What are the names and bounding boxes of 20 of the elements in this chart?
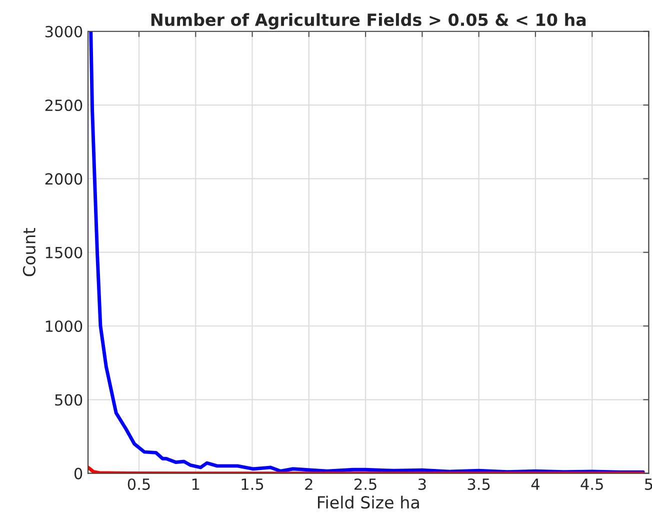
x-tick-label: 3: [418, 478, 426, 490]
chart-title: Number of Agriculture Fields > 0.05 & < 10 ha: [151, 13, 586, 30]
y-tick-label: 2500: [45, 100, 82, 112]
x-tick-label: 1.5: [242, 478, 264, 490]
y-tick-label: 2000: [45, 173, 82, 185]
x-tick-label: 4: [531, 478, 540, 490]
x-tick-label: 2.5: [354, 478, 376, 490]
y-tick-label: 0: [74, 468, 82, 480]
x-tick-label: 2: [305, 478, 312, 490]
y-tick-label: 500: [55, 394, 82, 406]
y-tick-label: 1000: [46, 320, 82, 332]
x-tick-label: 4.5: [580, 478, 603, 490]
x-tick-label: 0.5: [128, 478, 150, 490]
y-axis-title: Count: [22, 228, 36, 276]
y-tick-label: 1500: [46, 246, 82, 258]
x-tick-label: 1: [192, 478, 200, 490]
y-tick-label: 3000: [45, 26, 82, 38]
x-tick-label: 5: [645, 478, 652, 490]
x-tick-label: 3.5: [468, 478, 490, 490]
x-axis-title: Field Size ha: [318, 496, 419, 509]
